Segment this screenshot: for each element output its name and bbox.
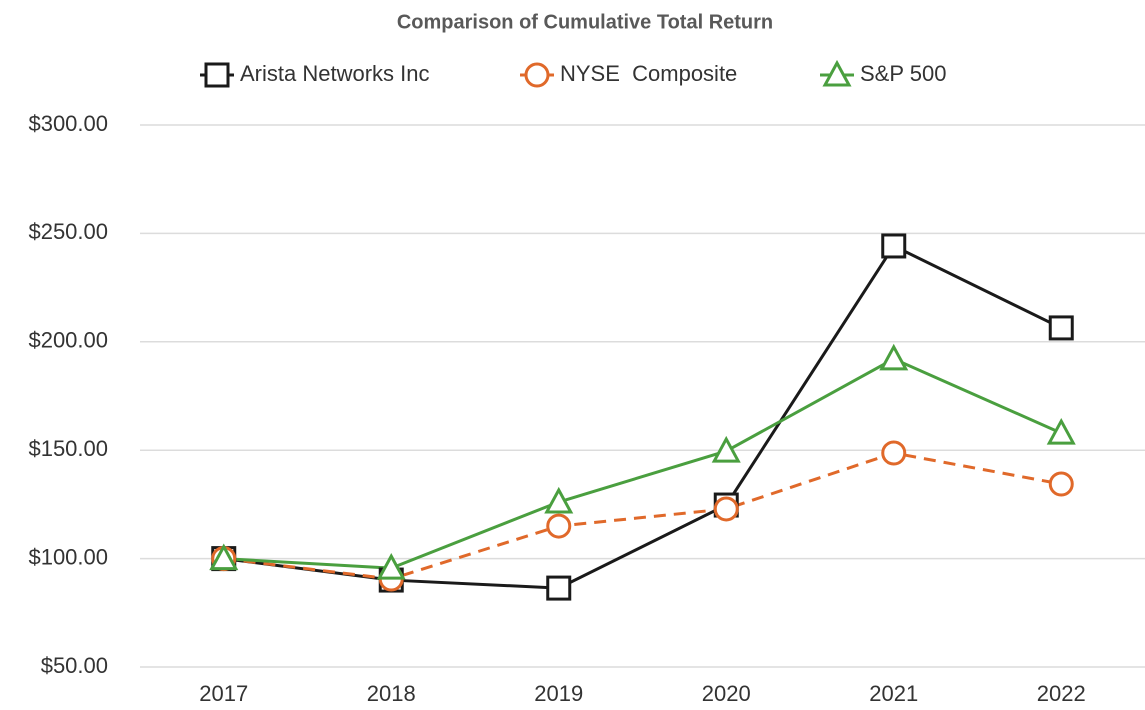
- marker: [209, 543, 239, 571]
- y-tick-label: $250.00: [28, 219, 108, 244]
- x-tick-label: 2022: [1037, 681, 1086, 706]
- marker: [881, 440, 907, 466]
- x-tick-label: 2018: [367, 681, 416, 706]
- x-tick-label: 2020: [702, 681, 751, 706]
- y-tick-label: $200.00: [28, 328, 108, 353]
- y-tick-label: $50.00: [41, 653, 108, 678]
- series-line: [223, 357, 1062, 570]
- marker: [881, 233, 907, 259]
- y-tick-label: $150.00: [28, 436, 108, 461]
- marker: [546, 513, 572, 539]
- legend-marker: [822, 59, 852, 87]
- marker: [546, 575, 572, 601]
- marker: [1048, 315, 1074, 341]
- chart-title: Comparison of Cumulative Total Return: [397, 11, 773, 33]
- y-tick-label: $300.00: [28, 111, 108, 136]
- x-tick-label: 2017: [199, 681, 248, 706]
- legend-label: S&P 500: [860, 61, 946, 86]
- legend-label: Arista Networks Inc: [240, 61, 430, 86]
- marker: [1048, 471, 1074, 497]
- legend-marker: [204, 62, 230, 88]
- y-tick-label: $100.00: [28, 544, 108, 569]
- marker: [544, 486, 574, 514]
- series-line: [223, 451, 1062, 581]
- series-line: [223, 244, 1062, 590]
- x-tick-label: 2019: [534, 681, 583, 706]
- marker: [1046, 417, 1076, 445]
- marker: [713, 496, 739, 522]
- legend-label: NYSE Composite: [560, 61, 737, 86]
- marker: [879, 343, 909, 371]
- marker: [376, 553, 406, 580]
- marker: [711, 435, 741, 463]
- legend-marker: [524, 62, 550, 88]
- x-tick-label: 2021: [869, 681, 918, 706]
